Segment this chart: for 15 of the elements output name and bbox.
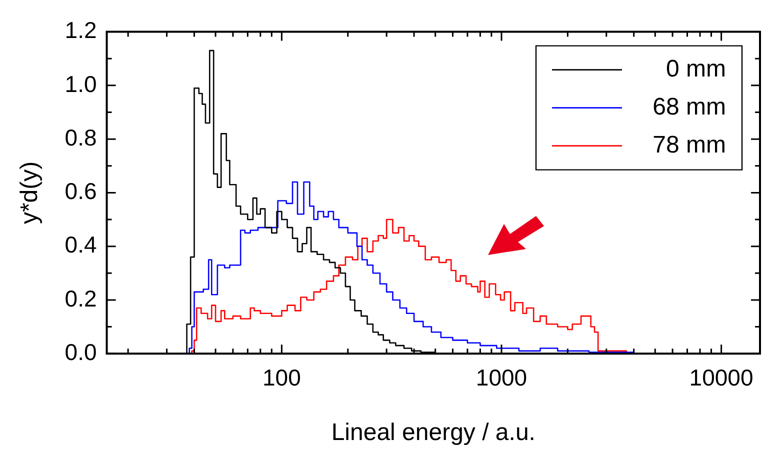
y-tick-label: 0.2 (64, 285, 97, 312)
x-tick-label: 100 (262, 364, 301, 391)
y-tick-label: 0.0 (64, 338, 97, 365)
legend-label: 78 mm (652, 131, 726, 158)
y-tick-label: 1.0 (64, 70, 97, 97)
y-tick-label: 0.8 (64, 124, 97, 150)
x-axis-title: Lineal energy / a.u. (331, 419, 536, 446)
legend-label: 68 mm (652, 93, 726, 120)
x-tick-label: 10000 (689, 364, 754, 391)
x-tick-label: 1000 (476, 364, 528, 391)
legend-label: 0 mm (666, 55, 726, 82)
y-tick-label: 0.6 (64, 178, 97, 204)
y-tick-label: 1.2 (64, 17, 97, 44)
y-tick-label: 0.4 (64, 232, 97, 258)
y-axis-title: y*d(y) (16, 161, 44, 224)
